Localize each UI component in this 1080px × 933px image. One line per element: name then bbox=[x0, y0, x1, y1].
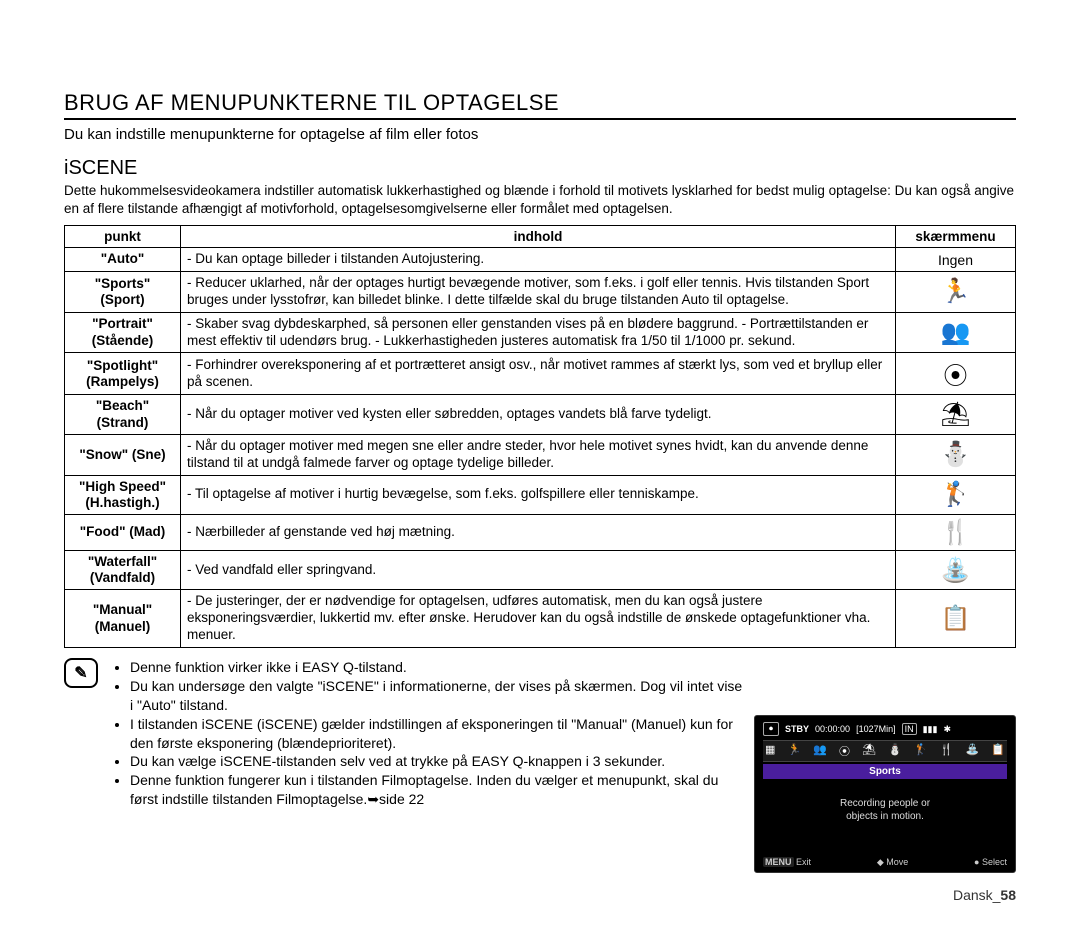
indhold-cell: - Når du optager motiver ved kysten elle… bbox=[181, 395, 896, 434]
lcd-preview: ⏺ STBY 00:00:00 [1027Min] IN ▮▮▮ ✱ ▦ 🏃 👥 ⦿ ⛱… bbox=[754, 715, 1016, 873]
mode-icon: ⦿ bbox=[839, 743, 850, 759]
time-label: 00:00:00 bbox=[815, 724, 850, 734]
mode-icon: 🍴 bbox=[940, 743, 954, 759]
note-item: I tilstanden iSCENE (iSCENE) gælder inds… bbox=[130, 715, 748, 753]
table-row: "Auto"- Du kan optage billeder i tilstan… bbox=[65, 248, 1016, 272]
punkt-cell: "Waterfall"(Vandfald) bbox=[65, 550, 181, 589]
table-row: "Portrait"(Stående)- Skaber svag dybdesk… bbox=[65, 312, 1016, 353]
iscene-table: punkt indhold skærmmenu "Auto"- Du kan o… bbox=[64, 225, 1016, 648]
table-row: "Manual"(Manuel)- De justeringer, der er… bbox=[65, 590, 1016, 648]
indhold-cell: - Forhindrer overeksponering af et portr… bbox=[181, 353, 896, 395]
punkt-cell: "Auto" bbox=[65, 248, 181, 272]
icon-cell: 👥 bbox=[896, 312, 1016, 353]
mode-icon: ▦ bbox=[765, 743, 775, 759]
table-row: "Spotlight"(Rampelys)- Forhindrer overek… bbox=[65, 353, 1016, 395]
icon-cell: ⛱ bbox=[896, 395, 1016, 434]
intro-text: Du kan indstille menupunkterne for optag… bbox=[64, 126, 1016, 143]
indhold-cell: - Reducer uklarhed, når der optages hurt… bbox=[181, 271, 896, 312]
stby-label: STBY bbox=[785, 724, 809, 734]
icon-cell: ⦿ bbox=[896, 353, 1016, 395]
indhold-cell: - Når du optager motiver med megen sne e… bbox=[181, 434, 896, 475]
note-icon: ✎ bbox=[64, 658, 98, 688]
table-row: "Waterfall"(Vandfald)- Ved vandfald elle… bbox=[65, 550, 1016, 589]
punkt-cell: "High Speed"(H.hastigh.) bbox=[65, 475, 181, 514]
indhold-cell: - Nærbilleder af genstande ved høj mætni… bbox=[181, 514, 896, 550]
punkt-cell: "Food" (Mad) bbox=[65, 514, 181, 550]
preview-desc-2: objects in motion. bbox=[763, 810, 1007, 823]
note-item: Denne funktion fungerer kun i tilstanden… bbox=[130, 771, 748, 809]
table-row: "Sports"(Sport)- Reducer uklarhed, når d… bbox=[65, 271, 1016, 312]
note-item: Du kan vælge iSCENE-tilstanden selv ved … bbox=[130, 752, 748, 771]
icon-cell: 🏌 bbox=[896, 475, 1016, 514]
icon-cell: ⛲ bbox=[896, 550, 1016, 589]
indhold-cell: - Ved vandfald eller springvand. bbox=[181, 550, 896, 589]
iscene-desc: Dette hukommelsesvideokamera indstiller … bbox=[64, 182, 1016, 217]
indhold-cell: - De justeringer, der er nødvendige for … bbox=[181, 590, 896, 648]
mode-icon: 📋 bbox=[991, 743, 1005, 759]
page-title: BRUG AF MENUPUNKTERNE TIL OPTAGELSE bbox=[64, 90, 1016, 120]
mode-icon: ⛄ bbox=[888, 743, 902, 759]
page-no: 58 bbox=[1000, 887, 1016, 903]
menu-badge: MENU bbox=[763, 857, 794, 867]
notes-list: Denne funktion virker ikke i EASY Q-tils… bbox=[108, 658, 748, 809]
punkt-cell: "Spotlight"(Rampelys) bbox=[65, 353, 181, 395]
preview-mode-label: Sports bbox=[763, 764, 1007, 779]
preview-iconbar: ▦ 🏃 👥 ⦿ ⛱ ⛄ 🏌 🍴 ⛲ 📋 bbox=[763, 740, 1007, 762]
page-number: Dansk_58 bbox=[953, 887, 1016, 903]
mode-icon: 🏌 bbox=[914, 743, 928, 759]
note-item: Du kan undersøge den valgte "iSCENE" i i… bbox=[130, 677, 748, 715]
table-row: "High Speed"(H.hastigh.)- Til optagelse … bbox=[65, 475, 1016, 514]
gear-icon: ✱ bbox=[943, 724, 951, 735]
note-item: Denne funktion virker ikke i EASY Q-tils… bbox=[130, 658, 748, 677]
th-indhold: indhold bbox=[181, 226, 896, 248]
punkt-cell: "Snow" (Sne) bbox=[65, 434, 181, 475]
battery-icon: ▮▮▮ bbox=[923, 724, 938, 735]
table-row: "Beach"(Strand)- Når du optager motiver … bbox=[65, 395, 1016, 434]
punkt-cell: "Manual"(Manuel) bbox=[65, 590, 181, 648]
indhold-cell: - Til optagelse af motiver i hurtig bevæ… bbox=[181, 475, 896, 514]
table-row: "Snow" (Sne)- Når du optager motiver med… bbox=[65, 434, 1016, 475]
mode-icon: 🏃 bbox=[787, 743, 801, 759]
icon-cell: 🍴 bbox=[896, 514, 1016, 550]
punkt-cell: "Beach"(Strand) bbox=[65, 395, 181, 434]
icon-cell: 🏃 bbox=[896, 271, 1016, 312]
icon-cell: ⛄ bbox=[896, 434, 1016, 475]
indhold-cell: - Skaber svag dybdeskarphed, så personen… bbox=[181, 312, 896, 353]
icon-cell: Ingen bbox=[896, 248, 1016, 272]
th-punkt: punkt bbox=[65, 226, 181, 248]
mode-icon: ⛱ bbox=[862, 743, 876, 759]
mode-icon: 👥 bbox=[813, 743, 827, 759]
indhold-cell: - Du kan optage billeder i tilstanden Au… bbox=[181, 248, 896, 272]
punkt-cell: "Portrait"(Stående) bbox=[65, 312, 181, 353]
punkt-cell: "Sports"(Sport) bbox=[65, 271, 181, 312]
camera-icon: ⏺ bbox=[763, 722, 779, 736]
table-row: "Food" (Mad)- Nærbilleder af genstande v… bbox=[65, 514, 1016, 550]
iscene-heading: iSCENE bbox=[64, 157, 1016, 180]
preview-desc-1: Recording people or bbox=[763, 797, 1007, 810]
move-label: Move bbox=[886, 857, 908, 867]
in-badge: IN bbox=[902, 723, 917, 735]
th-skaerm: skærmmenu bbox=[896, 226, 1016, 248]
icon-cell: 📋 bbox=[896, 590, 1016, 648]
mode-icon: ⛲ bbox=[966, 743, 980, 759]
select-label: Select bbox=[982, 857, 1007, 867]
exit-label: Exit bbox=[796, 857, 811, 867]
page-lang: Dansk_ bbox=[953, 887, 1000, 903]
remain-label: [1027Min] bbox=[856, 724, 896, 734]
